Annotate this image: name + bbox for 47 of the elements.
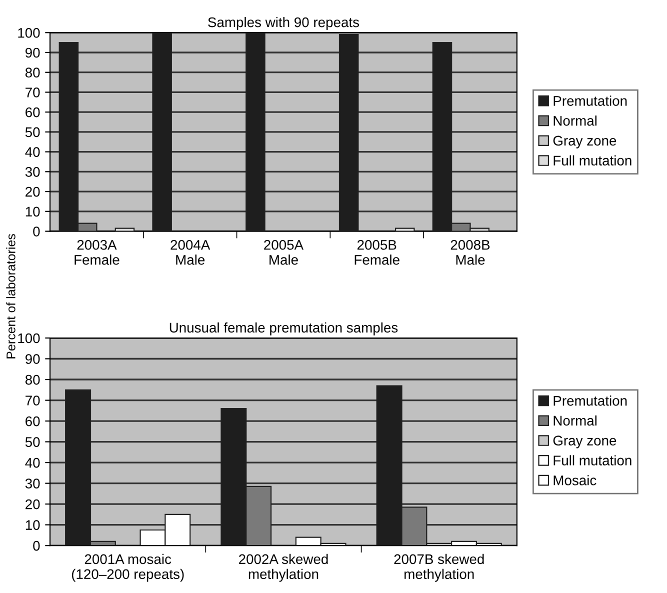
y-axis-title: Percent of laboratories: [6, 234, 16, 358]
y-tick-label: 90: [26, 48, 40, 58]
x-tick-label: 2001A mosaic (120–200 repeats): [72, 554, 184, 582]
y-tick-label: 20: [26, 186, 40, 197]
y-tick-label: 100: [18, 28, 40, 38]
bar: [246, 32, 266, 232]
x-tick-label: 2007B skewed methylation: [394, 554, 484, 582]
chart-title: Unusual female premutation samples: [170, 322, 398, 336]
y-tick-label: 70: [26, 88, 40, 98]
y-tick-label: 90: [26, 354, 40, 364]
y-tick-label: 20: [26, 499, 40, 510]
y-tick-label: 40: [25, 458, 40, 468]
y-tick-label: 50: [25, 127, 40, 138]
y-tick-label: 10: [26, 520, 40, 530]
legend-label: Mosaic: [554, 475, 596, 486]
x-tick-label: 2002A skewed methylation: [239, 554, 328, 582]
chart-title: Samples with 90 repeats: [208, 16, 360, 30]
y-tick-label: 30: [25, 478, 40, 488]
bar: [114, 228, 135, 232]
y-tick-label: 80: [25, 374, 40, 385]
legend-label: Normal: [554, 415, 596, 426]
legend-label: Gray zone: [553, 136, 616, 148]
y-tick-label: 80: [25, 68, 40, 78]
bar: [338, 34, 359, 232]
legend-label: Normal: [554, 116, 596, 126]
legend-label: Full mutation: [554, 155, 632, 166]
x-tick-label: 2005A Male: [264, 240, 304, 265]
y-tick-label: 40: [25, 147, 40, 157]
legend-label: Premutation: [554, 396, 627, 406]
y-tick-label: 0: [33, 226, 40, 236]
y-tick-label: 70: [26, 396, 40, 406]
bar: [394, 228, 415, 232]
x-tick-label: 2004A Male: [170, 240, 210, 265]
legend-label: Premutation: [554, 96, 627, 106]
legend-label: Gray zone: [553, 436, 616, 448]
x-tick-label: 2005B Female: [354, 240, 400, 265]
y-tick-label: 60: [26, 107, 40, 118]
y-tick-label: 10: [26, 206, 40, 217]
y-tick-label: 60: [26, 416, 40, 426]
y-tick-label: 30: [25, 167, 40, 177]
x-tick-label: 2008B Male: [450, 240, 490, 265]
bar: [152, 32, 172, 232]
legend-label: Full mutation: [554, 455, 632, 466]
y-tick-label: 0: [33, 540, 40, 551]
y-tick-label: 100: [18, 333, 40, 344]
y-tick-label: 50: [25, 437, 40, 447]
x-tick-label: 2003A Female: [74, 240, 120, 265]
